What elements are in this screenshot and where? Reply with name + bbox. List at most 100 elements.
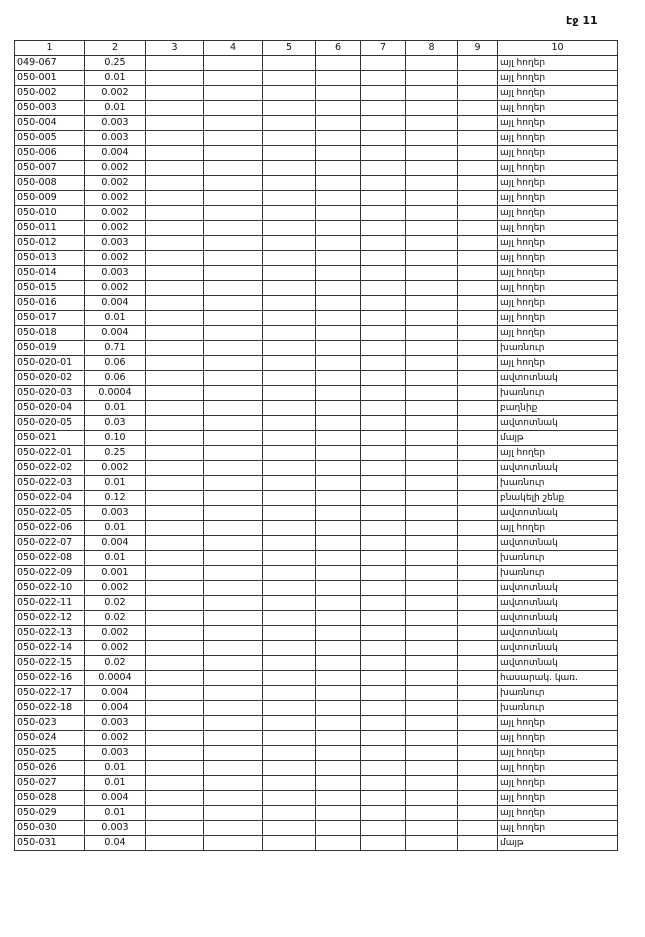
area-value: 0.0004	[84, 385, 146, 401]
empty-cell	[360, 835, 406, 851]
area-value: 0.04	[84, 835, 146, 851]
empty-cell	[203, 520, 263, 536]
empty-cell	[203, 700, 263, 716]
empty-cell	[405, 820, 458, 836]
empty-cell	[405, 490, 458, 506]
empty-cell	[457, 130, 498, 146]
parcel-code: 050-009	[14, 190, 85, 206]
parcel-code: 050-022-09	[14, 565, 85, 581]
empty-cell	[315, 820, 361, 836]
table-row: 050-006 0.004 այլ հողեր	[14, 145, 618, 161]
table-row: 050-020-03 0.0004 խառնուր	[14, 385, 618, 401]
empty-cell	[315, 85, 361, 101]
area-value: 0.002	[84, 460, 146, 476]
land-type: ավտոտնակ	[497, 580, 618, 596]
empty-cell	[203, 805, 263, 821]
empty-cell	[262, 835, 316, 851]
parcel-code: 050-022-06	[14, 520, 85, 536]
area-value: 0.004	[84, 700, 146, 716]
empty-cell	[360, 385, 406, 401]
empty-cell	[262, 655, 316, 671]
area-value: 0.02	[84, 610, 146, 626]
land-type: այլ հողեր	[497, 520, 618, 536]
empty-cell	[315, 565, 361, 581]
land-type: այլ հողեր	[497, 445, 618, 461]
land-type: ավտոտնակ	[497, 415, 618, 431]
area-value: 0.0004	[84, 670, 146, 686]
table-row: 050-020-05 0.03 ավտոտնակ	[14, 415, 618, 431]
table-row: 050-022-03 0.01 խառնուր	[14, 475, 618, 491]
empty-cell	[203, 490, 263, 506]
parcel-code: 050-020-02	[14, 370, 85, 386]
parcel-code: 050-011	[14, 220, 85, 236]
empty-cell	[457, 670, 498, 686]
empty-cell	[457, 325, 498, 341]
empty-cell	[315, 715, 361, 731]
empty-cell	[360, 445, 406, 461]
empty-cell	[457, 385, 498, 401]
parcel-code: 050-022-15	[14, 655, 85, 671]
empty-cell	[360, 70, 406, 86]
empty-cell	[457, 145, 498, 161]
empty-cell	[145, 445, 204, 461]
empty-cell	[203, 55, 263, 71]
land-type: այլ հողեր	[497, 145, 618, 161]
empty-cell	[457, 265, 498, 281]
area-value: 0.004	[84, 325, 146, 341]
empty-cell	[457, 85, 498, 101]
area-value: 0.01	[84, 70, 146, 86]
table-row: 050-019 0.71 խառնուր	[14, 340, 618, 356]
empty-cell	[262, 700, 316, 716]
empty-cell	[405, 415, 458, 431]
empty-cell	[203, 775, 263, 791]
area-value: 0.004	[84, 685, 146, 701]
empty-cell	[203, 340, 263, 356]
empty-cell	[203, 325, 263, 341]
empty-cell	[262, 670, 316, 686]
parcel-code: 050-030	[14, 820, 85, 836]
empty-cell	[262, 115, 316, 131]
empty-cell	[405, 445, 458, 461]
area-value: 0.71	[84, 340, 146, 356]
empty-cell	[203, 385, 263, 401]
empty-cell	[145, 790, 204, 806]
empty-cell	[145, 325, 204, 341]
empty-cell	[405, 160, 458, 176]
parcel-code: 050-022-17	[14, 685, 85, 701]
empty-cell	[457, 295, 498, 311]
empty-cell	[315, 790, 361, 806]
parcel-code: 050-020-01	[14, 355, 85, 371]
empty-cell	[457, 730, 498, 746]
empty-cell	[262, 805, 316, 821]
empty-cell	[315, 415, 361, 431]
empty-cell	[203, 820, 263, 836]
empty-cell	[315, 130, 361, 146]
empty-cell	[405, 760, 458, 776]
empty-cell	[360, 340, 406, 356]
empty-cell	[315, 835, 361, 851]
empty-cell	[145, 475, 204, 491]
empty-cell	[360, 730, 406, 746]
empty-cell	[145, 715, 204, 731]
column-header: 3	[145, 40, 204, 56]
land-type: ավտոտնակ	[497, 535, 618, 551]
area-value: 0.01	[84, 760, 146, 776]
area-value: 0.003	[84, 715, 146, 731]
empty-cell	[315, 610, 361, 626]
empty-cell	[203, 640, 263, 656]
empty-cell	[262, 760, 316, 776]
empty-cell	[145, 205, 204, 221]
empty-cell	[203, 400, 263, 416]
table-row: 050-022-11 0.02 ավտոտնակ	[14, 595, 618, 611]
column-header: 2	[84, 40, 146, 56]
empty-cell	[457, 415, 498, 431]
parcel-code: 050-012	[14, 235, 85, 251]
empty-cell	[203, 595, 263, 611]
empty-cell	[457, 715, 498, 731]
land-type: այլ հողեր	[497, 250, 618, 266]
area-value: 0.002	[84, 640, 146, 656]
empty-cell	[145, 820, 204, 836]
parcel-code: 050-024	[14, 730, 85, 746]
empty-cell	[203, 610, 263, 626]
area-value: 0.003	[84, 115, 146, 131]
